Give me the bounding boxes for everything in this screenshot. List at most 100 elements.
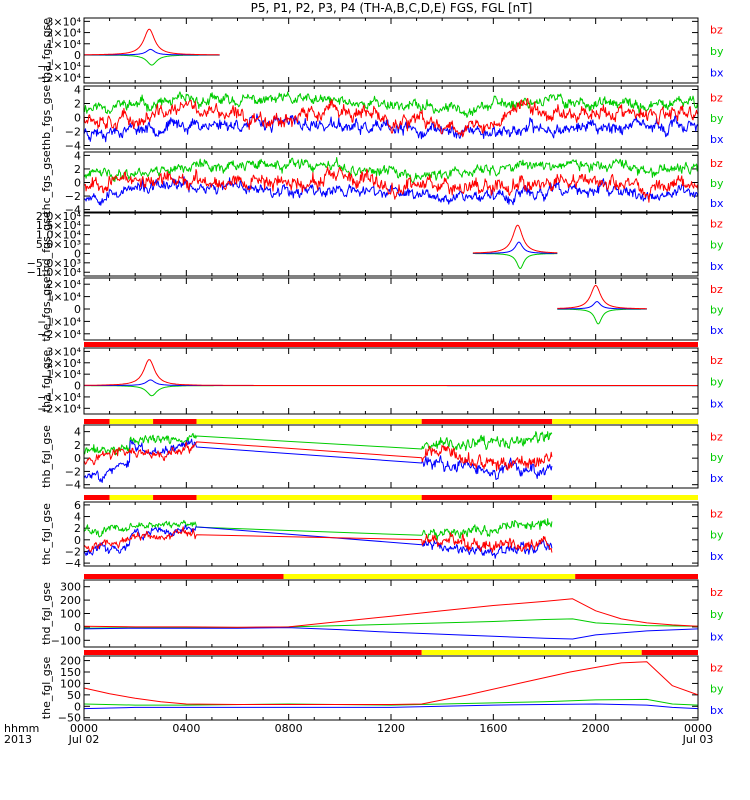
y-tick-label: 2.0×10⁴ (36, 210, 82, 223)
mode-bar-segment-red (84, 574, 284, 579)
y-tick-label: 2×10⁴ (46, 357, 81, 370)
y-tick-label: 1×10⁴ (46, 38, 81, 51)
panel-frame (83, 347, 699, 415)
y-tick-label: −4 (65, 557, 81, 570)
y-tick-label: 0 (74, 452, 81, 465)
legend-by: by (710, 177, 724, 190)
y-axis-label: the_fgs_gse (40, 276, 53, 341)
y-tick-label: 4 (74, 149, 81, 162)
legend-by: by (710, 683, 724, 696)
panel-thc_fgs_gse: 420−2−4 thc_fgs_gse bz by bx (40, 149, 724, 216)
mode-bar-segment-red (421, 419, 553, 424)
y-tick-label: 0 (74, 380, 81, 393)
panel-frame (83, 211, 699, 277)
mode-bar-segment-red (84, 495, 110, 500)
y-tick-label: 0 (74, 177, 81, 190)
legend-bz: bz (710, 586, 723, 599)
series-by (83, 698, 699, 706)
x-axis-row2-label: 2013 (4, 733, 32, 746)
y-tick-label: −2 (65, 126, 81, 139)
y-tick-label: 2 (74, 522, 81, 535)
legend-by: by (710, 529, 724, 542)
y-tick-label: 0 (74, 534, 81, 547)
series-bx (83, 524, 553, 559)
x-tick-label: 0400 (172, 722, 200, 735)
y-tick-label: −4 (65, 479, 81, 492)
mode-bar-segment-red (421, 495, 553, 500)
series-bx (472, 241, 558, 254)
y-tick-label: 2 (74, 439, 81, 452)
y-tick-label: 1.5×10⁴ (36, 219, 82, 232)
legend-bz: bz (710, 91, 723, 104)
chart-title: P5, P1, P2, P3, P4 (TH-A,B,C,D,E) FGS, F… (250, 1, 533, 15)
series-bz (83, 598, 699, 628)
panel-thb_fgs_gse: 420−2−4 thb_fgs_gse bz by bx (40, 84, 724, 153)
series-by (83, 91, 699, 118)
series-bz (83, 97, 699, 138)
series-bx (83, 438, 553, 483)
series-by (83, 618, 699, 629)
mode-bar-segment-red (84, 650, 422, 655)
legend-bz: bz (710, 662, 723, 675)
legend-bx: bx (710, 630, 724, 643)
y-tick-label: −2 (65, 465, 81, 478)
y-tick-label: −1×10⁴ (37, 315, 81, 328)
legend-bx: bx (710, 397, 724, 410)
y-tick-label: 2 (74, 163, 81, 176)
legend-bz: bz (710, 508, 723, 521)
x-tick-date: Jul 02 (68, 733, 100, 746)
y-tick-label: 5.0×10³ (36, 238, 81, 251)
y-tick-label: −1×10⁴ (37, 391, 81, 404)
x-tick-label: 0800 (275, 722, 303, 735)
y-tick-label: 0 (74, 621, 81, 634)
mode-bars-group (84, 342, 698, 655)
y-tick-label: −4 (65, 204, 81, 217)
legend-by: by (710, 451, 724, 464)
series-by (83, 431, 553, 456)
mode-bar (84, 495, 698, 500)
mode-bar (84, 574, 698, 579)
series-by (83, 518, 553, 542)
y-tick-label: 0 (74, 112, 81, 125)
x-tick-label: 0000 (684, 722, 712, 735)
series-bz (84, 359, 698, 386)
legend-bx: bx (710, 67, 724, 80)
y-tick-label: −50 (58, 712, 81, 725)
y-tick-label: −100 (51, 634, 81, 647)
y-axis-label: thd_fgs_gse (40, 211, 53, 277)
y-tick-label: −5.0×10³ (27, 257, 81, 270)
mode-bar (84, 650, 698, 655)
mode-bar-segment-yellow (552, 495, 698, 500)
mode-bar (84, 342, 698, 347)
y-tick-label: 0 (74, 700, 81, 713)
y-tick-label: −2×10⁴ (37, 328, 81, 341)
y-tick-label: 4 (74, 426, 81, 439)
legend-by: by (710, 304, 724, 317)
y-tick-label: 100 (60, 608, 81, 621)
y-tick-label: 2×10⁴ (46, 278, 81, 291)
legend-by: by (710, 376, 724, 389)
panel-thb_fgl_gse: 420−2−4 thb_fgl_gse bz by bx (40, 424, 724, 492)
panel-frame (83, 17, 699, 84)
legend-bz: bz (710, 354, 723, 367)
series-bx (83, 703, 699, 710)
panel-frame (83, 424, 699, 489)
y-tick-label: 4 (74, 84, 81, 97)
panel-thd_fgs_gse: 2.0×10⁴1.5×10⁴1.0×10⁴5.0×10³0−5.0×10³−1.… (27, 210, 724, 279)
y-tick-label: −2 (65, 190, 81, 203)
y-tick-label: 6 (74, 499, 81, 512)
legend-bz: bz (710, 157, 723, 170)
series-by (83, 157, 699, 184)
y-axis-label: thc_fgl_gse (40, 503, 53, 565)
mode-bar-segment-red (84, 419, 110, 424)
y-tick-label: −2 (65, 545, 81, 558)
y-tick-label: 300 (60, 581, 81, 594)
panel-frame (83, 579, 699, 648)
